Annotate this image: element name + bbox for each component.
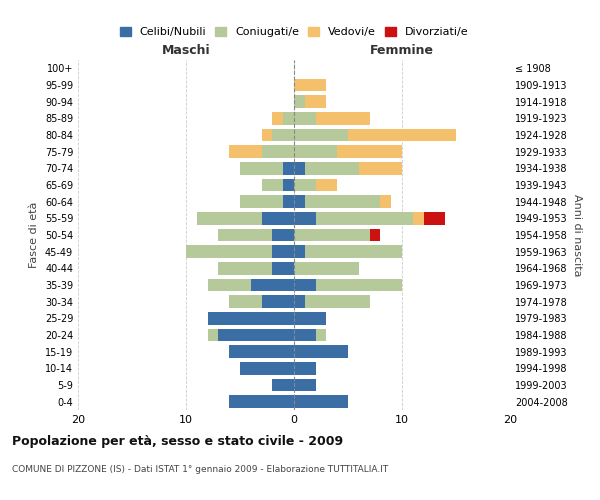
Bar [294, 279, 316, 291]
Bar [305, 196, 380, 208]
Bar [294, 379, 316, 391]
Bar [316, 329, 326, 341]
Bar [197, 212, 262, 224]
Bar [218, 262, 272, 274]
Bar [229, 146, 262, 158]
Bar [316, 279, 402, 291]
Bar [424, 212, 445, 224]
Bar [316, 179, 337, 192]
Bar [218, 229, 272, 241]
Bar [294, 96, 305, 108]
Bar [240, 162, 283, 174]
Bar [294, 396, 348, 408]
Bar [251, 279, 294, 291]
Bar [359, 162, 402, 174]
Bar [283, 179, 294, 192]
Bar [272, 262, 294, 274]
Bar [305, 96, 326, 108]
Bar [262, 179, 283, 192]
Bar [294, 162, 305, 174]
Bar [294, 146, 337, 158]
Bar [294, 296, 305, 308]
Text: COMUNE DI PIZZONE (IS) - Dati ISTAT 1° gennaio 2009 - Elaborazione TUTTITALIA.IT: COMUNE DI PIZZONE (IS) - Dati ISTAT 1° g… [12, 465, 388, 474]
Text: Popolazione per età, sesso e stato civile - 2009: Popolazione per età, sesso e stato civil… [12, 435, 343, 448]
Bar [380, 196, 391, 208]
Bar [186, 246, 272, 258]
Bar [229, 296, 262, 308]
Bar [229, 346, 294, 358]
Bar [218, 329, 294, 341]
Bar [305, 162, 359, 174]
Bar [413, 212, 424, 224]
Bar [294, 196, 305, 208]
Bar [348, 129, 456, 141]
Bar [294, 329, 316, 341]
Bar [316, 212, 413, 224]
Bar [272, 112, 283, 124]
Y-axis label: Anni di nascita: Anni di nascita [572, 194, 581, 276]
Bar [294, 312, 326, 324]
Bar [262, 296, 294, 308]
Text: Femmine: Femmine [370, 44, 434, 57]
Bar [262, 129, 272, 141]
Bar [370, 229, 380, 241]
Bar [294, 179, 316, 192]
Y-axis label: Fasce di età: Fasce di età [29, 202, 39, 268]
Bar [240, 196, 283, 208]
Bar [294, 246, 305, 258]
Bar [283, 112, 294, 124]
Bar [240, 362, 294, 374]
Bar [294, 129, 348, 141]
Bar [208, 329, 218, 341]
Bar [337, 146, 402, 158]
Text: Maschi: Maschi [161, 44, 211, 57]
Bar [262, 146, 294, 158]
Bar [272, 246, 294, 258]
Bar [272, 129, 294, 141]
Bar [272, 379, 294, 391]
Bar [305, 296, 370, 308]
Bar [316, 112, 370, 124]
Bar [294, 212, 316, 224]
Bar [305, 246, 402, 258]
Bar [283, 196, 294, 208]
Bar [283, 162, 294, 174]
Bar [294, 346, 348, 358]
Legend: Celibi/Nubili, Coniugati/e, Vedovi/e, Divorziati/e: Celibi/Nubili, Coniugati/e, Vedovi/e, Di… [116, 24, 472, 40]
Bar [294, 79, 326, 92]
Bar [294, 262, 359, 274]
Bar [294, 112, 316, 124]
Bar [294, 362, 316, 374]
Bar [208, 279, 251, 291]
Bar [229, 396, 294, 408]
Bar [208, 312, 294, 324]
Bar [294, 229, 370, 241]
Bar [262, 212, 294, 224]
Bar [272, 229, 294, 241]
